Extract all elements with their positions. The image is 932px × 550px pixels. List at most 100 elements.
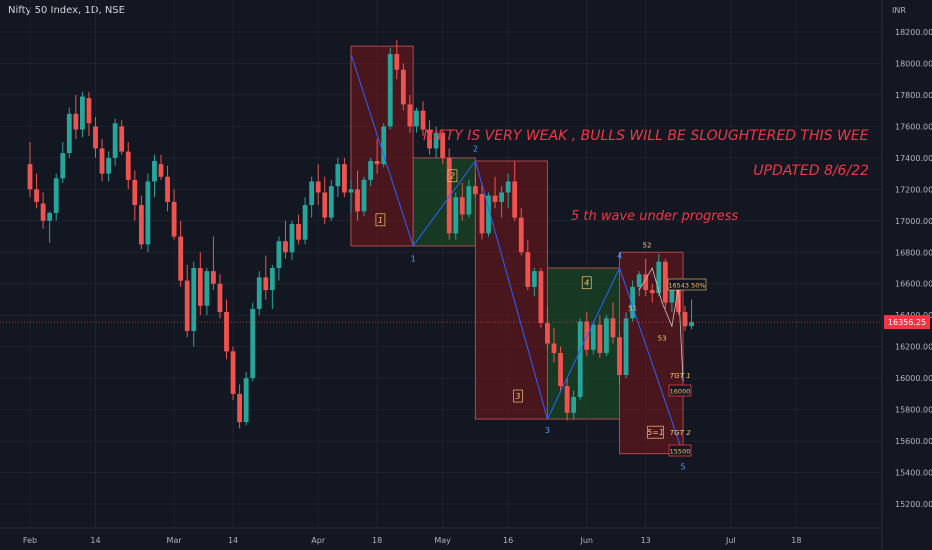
- candle-body: [453, 197, 459, 234]
- time-tick-label: 18: [791, 536, 801, 545]
- time-tick-label: 18: [372, 536, 382, 545]
- candle-body: [342, 164, 347, 193]
- candle-body: [197, 268, 203, 306]
- candle-body: [296, 223, 301, 240]
- price-tick-label: 15800.00: [895, 406, 932, 415]
- candle-body: [34, 189, 39, 202]
- candle-body: [256, 277, 262, 309]
- candle-body: [276, 241, 282, 268]
- currency-label: INR: [892, 6, 906, 15]
- candle-body: [165, 176, 170, 202]
- candle-body: [158, 164, 164, 177]
- candle-body: [263, 277, 269, 291]
- candle-body: [289, 223, 295, 253]
- wave-point-label: 5: [680, 462, 685, 471]
- candle-body: [400, 69, 406, 105]
- time-tick-label: Feb: [23, 536, 37, 545]
- candle-body: [682, 312, 688, 327]
- candle-body: [73, 113, 79, 130]
- price-tick-label: 16600.00: [895, 280, 932, 289]
- candle-body: [66, 113, 72, 154]
- candle-body: [604, 318, 609, 353]
- candle-body: [486, 195, 491, 234]
- target-2-value: 15500: [670, 448, 691, 456]
- candle-body: [459, 197, 465, 215]
- candle-body: [394, 54, 400, 70]
- candle-body: [505, 181, 511, 193]
- time-tick-label: Mar: [167, 536, 183, 545]
- candle-body: [171, 201, 177, 237]
- candle-body: [27, 164, 33, 190]
- wave-point-label: 3: [545, 426, 550, 435]
- candle-body: [479, 194, 485, 234]
- target-2-value-frame: [668, 444, 692, 457]
- time-tick-label: Jun: [580, 536, 594, 545]
- candle-body: [119, 126, 125, 152]
- candle-body: [473, 186, 478, 195]
- candle-body: [656, 261, 662, 294]
- candle-body: [224, 312, 229, 352]
- time-tick-label: 16: [503, 536, 513, 545]
- candle-body: [414, 110, 419, 127]
- price-tick-label: 16000.00: [895, 374, 932, 383]
- candle-body: [348, 189, 354, 193]
- candle-body: [211, 271, 216, 284]
- candle-body: [636, 274, 642, 287]
- candle-body: [525, 252, 531, 287]
- candle-body: [538, 271, 544, 324]
- candle-body: [623, 318, 629, 375]
- wave-box-label-frame: [647, 425, 664, 439]
- chart-symbol-header: Nifty 50 Index, 1D, NSE: [8, 5, 125, 16]
- candle-body: [302, 205, 308, 240]
- price-tick-label: 15600.00: [895, 437, 932, 446]
- price-tick-label: 16200.00: [895, 343, 932, 352]
- candle-body: [420, 110, 426, 130]
- candle-body: [309, 181, 315, 206]
- time-tick-label: 14: [228, 536, 238, 545]
- candle-body: [40, 203, 46, 221]
- candle-body: [99, 148, 105, 174]
- candle-body: [617, 337, 622, 375]
- candle-body: [355, 189, 360, 212]
- fib-price-tag: 16543 50%: [668, 282, 705, 290]
- subwave-label: 52: [643, 242, 652, 250]
- subwave-label: 51: [628, 304, 637, 312]
- candle-body: [669, 286, 675, 303]
- candle-body: [132, 179, 138, 206]
- price-tick-label: 17800.00: [895, 91, 932, 100]
- elliott-wave-path: [350, 53, 684, 454]
- candle-body: [374, 161, 380, 165]
- candle-body: [191, 268, 197, 331]
- candle-body: [577, 321, 583, 398]
- candle-body: [283, 241, 288, 253]
- target-1-label: TGT 1: [670, 372, 691, 380]
- candle-body: [387, 54, 393, 127]
- wave-box-label-frame: [447, 169, 458, 183]
- candle-body: [545, 323, 550, 344]
- wave-box-label: 1: [378, 216, 383, 225]
- candle-body: [492, 195, 498, 202]
- candle-body: [80, 96, 85, 130]
- updated-annotation: UPDATED 8/6/22: [753, 163, 869, 179]
- candle-body: [466, 186, 472, 215]
- candle-body: [512, 181, 518, 218]
- candle-body: [564, 386, 570, 413]
- price-tick-label: 17400.00: [895, 154, 932, 163]
- candle-body: [184, 280, 190, 331]
- candle-body: [446, 157, 452, 234]
- candle-body: [145, 181, 151, 245]
- price-tick-label: 18000.00: [895, 59, 932, 68]
- wave-box-label-frame: [375, 213, 386, 227]
- candle-body: [381, 126, 387, 165]
- candle-body: [106, 157, 111, 174]
- candle-body: [551, 343, 557, 353]
- candle-body: [152, 161, 157, 182]
- price-tick-label: 17600.00: [895, 122, 932, 131]
- candle-body: [361, 179, 367, 212]
- time-tick-label: 13: [641, 536, 651, 545]
- wave-box-label-frame: [581, 276, 592, 290]
- candle-body: [590, 324, 596, 350]
- candle-body: [597, 324, 603, 353]
- candle-body: [499, 192, 504, 202]
